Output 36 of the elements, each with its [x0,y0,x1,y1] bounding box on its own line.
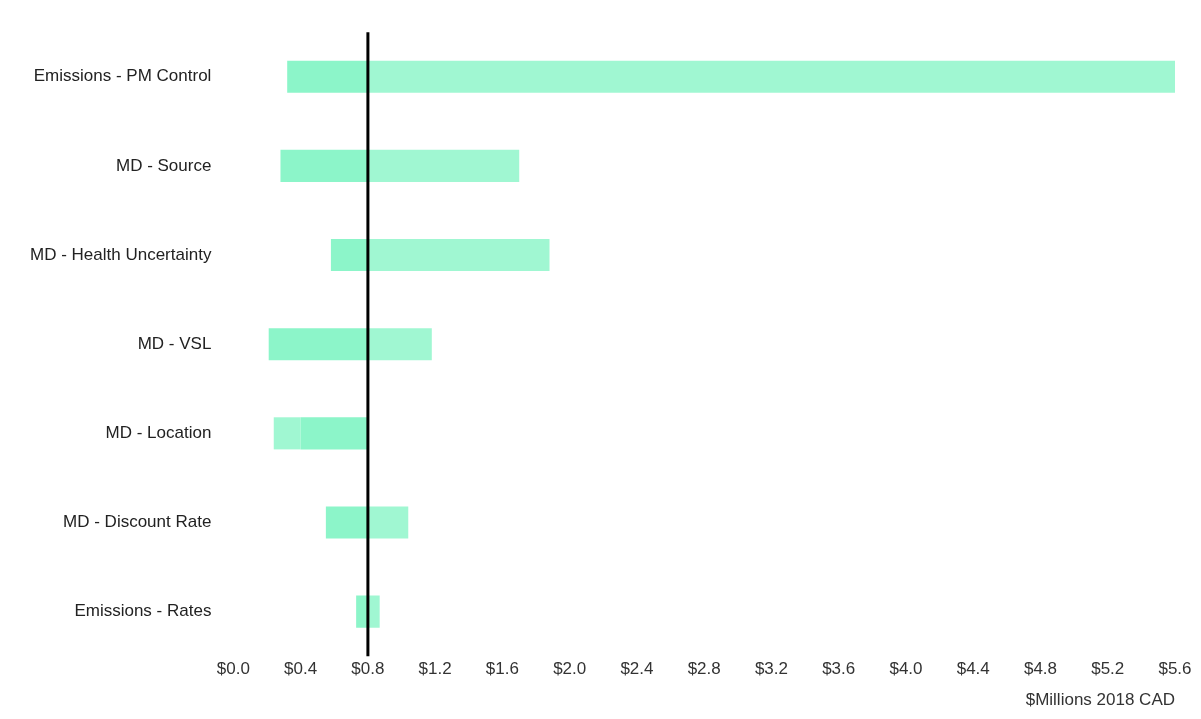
bar [367,60,1175,93]
bar [325,506,368,539]
x-tick-label: $2.0 [553,659,587,679]
y-tick-label: Emissions - PM Control [33,66,212,86]
x-tick-label: $1.2 [418,659,452,679]
x-tick-label: $1.6 [485,659,519,679]
x-tick-label: $2.4 [620,659,654,679]
y-tick-label: MD - Source [115,155,212,175]
x-tick-label: $4.0 [889,659,923,679]
x-axis-title: $Millions 2018 CAD [1025,690,1175,710]
x-tick-label: $4.8 [1023,659,1058,679]
y-tick-label: MD - Health Uncertainty [30,244,212,264]
x-tick-label: $4.4 [956,659,990,679]
x-tick-label: $3.2 [754,659,788,679]
y-tick-label: MD - Discount Rate [63,512,212,532]
x-tick-label: $0.4 [284,659,318,679]
bar [300,417,368,450]
bar [367,506,409,539]
bar [367,149,520,182]
bar [330,239,368,272]
bar [367,239,550,272]
x-tick-label: $2.8 [687,659,721,679]
x-tick-label: $3.6 [822,659,856,679]
bar [280,149,368,182]
bar [367,595,380,628]
bar [367,328,432,361]
y-tick-label: MD - Location [105,423,212,443]
x-tick-label: $5.2 [1091,659,1125,679]
x-tick-label: $0.0 [216,659,250,679]
x-tick-label: $0.8 [351,659,385,679]
bar [273,417,301,450]
bar [287,60,368,93]
y-tick-label: Emissions - Rates [74,601,212,621]
x-tick-label: $5.6 [1158,659,1192,679]
bar [268,328,368,361]
y-tick-label: MD - VSL [137,333,212,353]
